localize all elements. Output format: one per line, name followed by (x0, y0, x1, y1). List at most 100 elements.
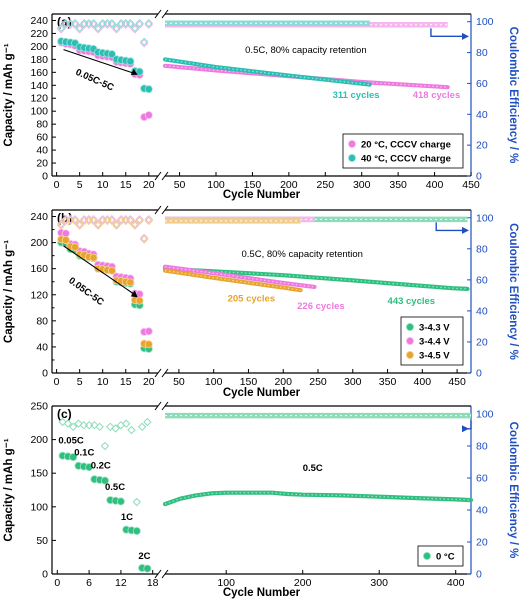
ce-point (126, 215, 135, 224)
ytick-left-label: 240 (30, 15, 48, 27)
ytick-right-label: 100 (476, 16, 494, 28)
ytick-right-label: 60 (476, 473, 488, 485)
ce-point (139, 235, 149, 244)
xtick-label: 50 (173, 376, 185, 388)
cycles-label-1: 205 cycles (228, 293, 276, 304)
ce-point (107, 20, 117, 30)
data-point (144, 111, 153, 120)
xtick-label: 20 (143, 179, 155, 191)
axis-break-bottom-1 (161, 368, 169, 378)
cycles-label-2: 418 cycles (413, 90, 461, 101)
ce-point (130, 219, 140, 229)
xtick-label: 300 (370, 577, 388, 589)
xtick-label: 12 (115, 577, 127, 589)
rate-arrow-head (130, 290, 138, 298)
xtick-label: 0 (54, 376, 60, 388)
ce-point (130, 23, 140, 33)
xtick-label: 450 (462, 179, 480, 191)
cycle-capacity-band (162, 57, 372, 87)
ytick-right-label: 0 (476, 569, 482, 581)
ce-arrow-line (435, 222, 467, 232)
ce-point (139, 37, 149, 46)
ytick-right-label: 60 (476, 78, 488, 90)
xtick-label: 250 (309, 376, 327, 388)
data-point (107, 266, 116, 275)
ce-point (57, 219, 66, 229)
xtick-label: 18 (147, 577, 159, 589)
ce-point (144, 19, 153, 28)
retention-label: 0.5C, 80% capacity retention (245, 45, 366, 56)
ce-point (90, 420, 99, 430)
panel-1: 0204060801001201401601802002202400204060… (3, 9, 519, 201)
ytick-left-label: 150 (30, 468, 48, 480)
data-point (116, 497, 125, 506)
ce-point (126, 216, 135, 226)
series-1 (58, 412, 474, 573)
xtick-label: 0 (54, 577, 60, 589)
axis-break-bottom-0 (154, 368, 162, 378)
ytick-left-label: 200 (30, 41, 48, 53)
xtick-label: 150 (240, 376, 258, 388)
ce-point (89, 216, 98, 226)
ce-point (137, 422, 147, 432)
ce-point (144, 216, 153, 226)
xtick-label: 50 (174, 179, 186, 191)
y-axis-title-right: Coulombic Efficiency / % (507, 223, 519, 360)
panel-label: (c) (57, 407, 72, 421)
ytick-left-label: 80 (36, 119, 48, 131)
ytick-left-label: 40 (36, 145, 48, 157)
cycle-capacity-texture (164, 492, 472, 505)
rate-label-1c: 1C (121, 512, 133, 523)
xtick-label: 400 (447, 577, 465, 589)
ce-point (144, 215, 153, 224)
ce-point (139, 233, 149, 243)
xtick-label: 200 (294, 577, 312, 589)
xtick-label: 10 (97, 376, 109, 388)
y-axis-title-right: Coulombic Efficiency / % (507, 422, 519, 559)
xtick-label: 400 (414, 376, 432, 388)
ytick-left-label: 200 (30, 237, 48, 249)
series-3 (57, 216, 303, 349)
rate-arrow-head (130, 68, 138, 75)
xtick-label: 150 (244, 179, 262, 191)
axis-break-top-1 (161, 9, 169, 19)
ce-point (143, 417, 152, 427)
ce-arrow-head (462, 32, 469, 40)
ytick-left-label: 140 (30, 80, 48, 92)
xtick-label: 10 (97, 179, 109, 191)
legend-box (342, 133, 464, 169)
xtick-label: 5 (77, 376, 83, 388)
xtick-label: 20 (143, 376, 155, 388)
ytick-left-label: 0 (42, 171, 48, 183)
data-point (132, 526, 141, 535)
ce-point (93, 221, 103, 230)
panel-2: 0 40 80 120 160 200 240 0 20 40 60 80 100 0 5 10 15 20 50 1… (3, 205, 519, 399)
ytick-right-label: 40 (476, 109, 488, 121)
data-point (85, 463, 94, 472)
ytick-left-label: 160 (30, 67, 48, 79)
legend-marker (347, 153, 356, 162)
ce-point (57, 23, 66, 33)
ce-point (70, 20, 80, 30)
cycle-capacity-band (162, 490, 474, 507)
x-axis-title: Cycle Number (223, 387, 301, 399)
x-axis-title: Cycle Number (223, 189, 301, 201)
ce-point (107, 216, 117, 226)
data-point (143, 564, 152, 573)
ce-point (75, 221, 84, 230)
cycling-rate-label: 0.5C (303, 463, 323, 474)
legend-entry: 3-4.5 V (419, 351, 450, 362)
ce-point (112, 219, 121, 229)
legend-marker (405, 322, 414, 331)
ce-point (135, 216, 144, 226)
retention-label: 0.5C, 80% capacity retention (242, 249, 363, 260)
ytick-left-label: 120 (30, 93, 48, 105)
ce-point (75, 219, 84, 229)
ce-point (121, 419, 131, 428)
axis-break-bottom-0 (154, 171, 162, 181)
ce-point (107, 215, 117, 224)
xtick-label: 350 (379, 376, 397, 388)
ytick-left-label: 100 (30, 106, 48, 118)
xtick-label: 300 (344, 376, 362, 388)
data-point (144, 85, 153, 94)
